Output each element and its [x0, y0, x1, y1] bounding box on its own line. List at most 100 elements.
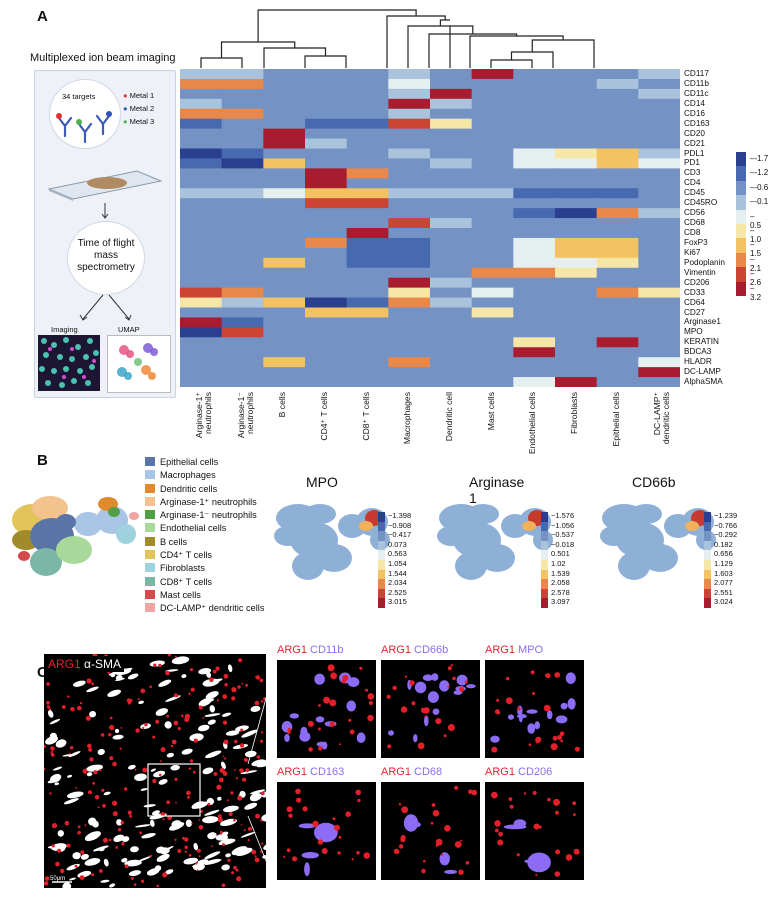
- heatmap-cell: [555, 188, 598, 199]
- arg1-cell: [79, 875, 85, 880]
- heatmap-cell: [513, 188, 556, 199]
- asma-fiber: [227, 664, 233, 673]
- asma-fiber: [62, 882, 72, 888]
- marker-label: HLADR: [684, 357, 712, 367]
- arg1-signal: [545, 673, 551, 679]
- arg1-signal: [393, 848, 400, 855]
- heatmap-cell: [221, 69, 264, 80]
- arg1-cell: [227, 858, 231, 862]
- marker-signal: [534, 721, 540, 730]
- asma-fiber: [217, 796, 222, 801]
- heatmap-cell: [388, 228, 431, 239]
- celltype-label: Epithelial cells: [610, 392, 621, 447]
- colorbar-label: –1.0: [750, 226, 762, 244]
- marker-label: CD3: [684, 168, 701, 178]
- arg1-signal: [329, 699, 337, 707]
- heatmap-cell: [346, 237, 389, 249]
- heatmap-cell: [471, 128, 514, 140]
- umap-scale-label: 1.544: [388, 568, 407, 578]
- heatmap-cell: [180, 347, 223, 358]
- arg1-cell: [211, 845, 213, 848]
- arg1-cell: [171, 739, 177, 745]
- asma-fiber: [207, 719, 216, 725]
- arg1-cell: [240, 728, 244, 732]
- heatmap-cell: [471, 118, 514, 130]
- arg1-signal: [454, 785, 459, 790]
- marker-signal: [456, 674, 468, 686]
- umap-scale-swatch: [704, 521, 711, 532]
- heatmap-cell: [221, 148, 264, 159]
- arg1-cell: [127, 810, 132, 815]
- celltype-label: Arginase-1⁻ neutrophils: [235, 392, 255, 439]
- arg1-cell: [174, 838, 177, 841]
- heatmap-cell: [221, 257, 264, 269]
- arg1-cell: [89, 757, 94, 762]
- arg1-cell: [135, 728, 140, 733]
- umap-region: [292, 552, 324, 580]
- arg1-cell: [49, 792, 52, 795]
- arg1-cell: [239, 743, 245, 748]
- heatmap-cell: [596, 69, 639, 80]
- heatmap-cell: [471, 347, 514, 358]
- arg1-signal: [308, 747, 313, 752]
- heatmap-cell: [305, 307, 348, 318]
- heatmap-cell: [346, 327, 389, 338]
- heatmap-cell: [513, 257, 556, 269]
- heatmap-cell: [388, 277, 431, 289]
- heatmap-cell: [638, 98, 680, 110]
- colorbar-swatch: [736, 281, 746, 296]
- arrow-icon: [101, 203, 109, 219]
- arg1-signal: [286, 806, 293, 813]
- heatmap-cell: [513, 317, 556, 328]
- heatmap-cell: [513, 267, 556, 279]
- heatmap-cell: [388, 247, 431, 259]
- heatmap-cell: [596, 228, 639, 239]
- heatmap-cell: [305, 158, 348, 169]
- arg1-cell: [237, 685, 241, 689]
- arg1-cell: [115, 846, 119, 849]
- arg1-signal: [424, 715, 427, 718]
- asma-fiber: [121, 858, 128, 863]
- celltype-label: CD4⁺ T cells: [318, 392, 329, 441]
- asma-fiber: [221, 761, 226, 770]
- arg1-cell: [119, 747, 122, 750]
- heatmap-cell: [638, 138, 680, 149]
- marker-label: CD8: [684, 228, 701, 237]
- asma-fiber: [84, 858, 101, 866]
- heatmap-cell: [221, 327, 264, 338]
- heatmap-cell: [305, 327, 348, 338]
- heatmap-cell: [263, 367, 306, 378]
- heatmap-cell: [430, 367, 473, 378]
- heatmap-cell: [346, 158, 389, 169]
- heatmap-cell: [180, 178, 223, 189]
- heatmap-cell: [346, 377, 389, 387]
- heatmap-cell: [638, 317, 680, 328]
- asma-fiber: [143, 804, 156, 808]
- arg1-cell: [193, 738, 198, 743]
- heatmap-cell: [263, 377, 306, 387]
- antibody-icon: [56, 111, 112, 144]
- heatmap-cell: [263, 178, 306, 189]
- umap-scale-swatch: [378, 531, 385, 541]
- marker-signal: [413, 734, 418, 743]
- celltype-label: Endothelial cells: [527, 392, 538, 455]
- heatmap-cell: [180, 307, 223, 318]
- heatmap-cell: [471, 88, 514, 100]
- heatmap-cell: [471, 168, 514, 179]
- arg1-signal: [398, 844, 404, 849]
- asma-fiber: [86, 772, 93, 777]
- arg1-cell: [82, 768, 88, 774]
- marker-signal: [356, 732, 366, 743]
- arg1-cell: [108, 838, 112, 842]
- heatmap-cell: [221, 158, 264, 169]
- arg1-cell: [75, 787, 78, 789]
- arg1-signal: [459, 686, 465, 692]
- arg1-cell: [77, 830, 81, 835]
- heatmap-cell: [263, 78, 306, 90]
- heatmap-cell: [346, 148, 389, 159]
- heatmap-cell: [305, 228, 348, 239]
- asma-fiber: [93, 845, 109, 852]
- heatmap-cell: [513, 69, 556, 80]
- arg1-cell: [245, 683, 249, 687]
- heatmap-cell: [638, 128, 680, 140]
